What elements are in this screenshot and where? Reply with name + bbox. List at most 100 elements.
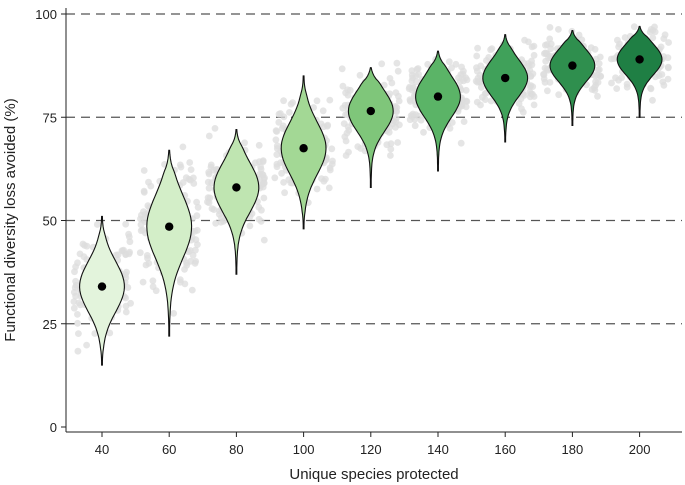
jitter-point bbox=[280, 97, 287, 105]
jitter-point bbox=[91, 330, 99, 337]
jitter-point bbox=[205, 168, 213, 176]
jitter-point bbox=[530, 101, 538, 109]
jitter-point bbox=[75, 299, 83, 307]
jitter-point bbox=[177, 163, 185, 171]
median-point-140 bbox=[433, 92, 443, 101]
median-point-80 bbox=[232, 183, 241, 192]
jitter-point bbox=[630, 23, 638, 31]
jitter-point bbox=[258, 206, 265, 214]
jitter-point bbox=[462, 86, 470, 94]
jitter-point bbox=[74, 311, 81, 318]
jitter-point bbox=[392, 89, 400, 96]
jitter-point bbox=[272, 127, 280, 135]
jitter-point bbox=[188, 286, 196, 294]
jitter-point bbox=[112, 251, 120, 259]
median-point-120 bbox=[366, 106, 375, 116]
jitter-point bbox=[575, 31, 583, 39]
jitter-point bbox=[518, 105, 525, 113]
jitter-point bbox=[106, 329, 114, 337]
jitter-point bbox=[387, 145, 395, 153]
jitter-point bbox=[623, 83, 631, 91]
jitter-point bbox=[529, 83, 537, 90]
jitter-point bbox=[651, 23, 658, 31]
jitter-point bbox=[415, 112, 422, 120]
jitter-point bbox=[310, 104, 317, 111]
jitter-point bbox=[136, 249, 144, 257]
jitter-point bbox=[342, 137, 350, 145]
jitter-point bbox=[260, 179, 268, 187]
jitter-point bbox=[280, 179, 287, 186]
jitter-point bbox=[383, 141, 391, 149]
jitter-point bbox=[208, 205, 216, 213]
jitter-point bbox=[665, 64, 672, 72]
jitter-point bbox=[665, 39, 672, 46]
jitter-point bbox=[144, 254, 151, 262]
y-tick-label: 75 bbox=[43, 110, 57, 125]
jitter-point bbox=[394, 139, 402, 146]
jitter-point bbox=[463, 76, 471, 84]
jitter-point bbox=[594, 79, 602, 86]
jitter-point bbox=[346, 86, 354, 94]
jitter-point bbox=[139, 278, 147, 286]
jitter-point bbox=[186, 159, 194, 166]
jitter-point bbox=[661, 31, 669, 39]
jitter-point bbox=[409, 110, 417, 118]
jitter-point bbox=[457, 139, 465, 147]
jitter-point bbox=[192, 246, 199, 254]
jitter-point bbox=[526, 93, 534, 101]
jitter-point bbox=[125, 250, 133, 258]
jitter-point bbox=[328, 145, 336, 153]
jitter-point bbox=[152, 287, 160, 295]
jitter-point bbox=[273, 163, 281, 171]
jitter-point bbox=[70, 304, 78, 312]
violin-160 bbox=[482, 34, 529, 143]
violin-180 bbox=[549, 29, 596, 127]
jitter-point bbox=[474, 74, 482, 82]
jitter-point bbox=[338, 65, 346, 73]
jitter-point bbox=[127, 299, 134, 307]
jitter-point bbox=[488, 45, 496, 52]
jitter-point bbox=[187, 166, 195, 174]
jitter-point bbox=[608, 79, 615, 87]
y-tick-label: 25 bbox=[43, 317, 57, 332]
jitter-point bbox=[137, 215, 144, 223]
jitter-point bbox=[647, 84, 654, 92]
jitter-point bbox=[142, 261, 150, 269]
jitter-point bbox=[546, 24, 554, 31]
median-point-180 bbox=[568, 61, 577, 70]
jitter-point bbox=[140, 189, 148, 196]
jitter-point bbox=[272, 136, 280, 144]
violin-120 bbox=[347, 67, 394, 189]
jitter-point bbox=[528, 43, 536, 51]
jitter-point bbox=[281, 189, 288, 197]
jitter-point bbox=[339, 82, 347, 90]
jitter-point bbox=[126, 238, 134, 246]
jitter-point bbox=[474, 44, 481, 52]
median-point-60 bbox=[165, 222, 174, 231]
jitter-point bbox=[255, 158, 263, 166]
jitter-point bbox=[483, 57, 490, 64]
jitter-point bbox=[208, 179, 216, 187]
jitter-point bbox=[529, 70, 537, 78]
jitter-point bbox=[255, 215, 263, 223]
jitter-point bbox=[72, 263, 79, 271]
jitter-point bbox=[322, 175, 329, 183]
jitter-point bbox=[546, 35, 554, 43]
y-tick-label: 50 bbox=[43, 214, 57, 229]
jitter-point bbox=[613, 85, 621, 92]
jitter-point bbox=[354, 143, 362, 151]
jitter-point bbox=[607, 55, 615, 63]
jitter-point bbox=[326, 96, 334, 104]
jitter-point bbox=[286, 109, 293, 116]
jitter-point bbox=[207, 161, 215, 169]
jitter-point bbox=[555, 91, 563, 99]
jitter-point bbox=[405, 85, 413, 93]
jitter-point bbox=[649, 96, 656, 104]
violin-140 bbox=[415, 50, 461, 172]
jitter-point bbox=[459, 70, 467, 78]
jitter-point bbox=[547, 40, 555, 48]
jitter-point bbox=[487, 97, 495, 105]
x-tick-label: 120 bbox=[360, 442, 382, 457]
violin-200 bbox=[616, 25, 663, 118]
